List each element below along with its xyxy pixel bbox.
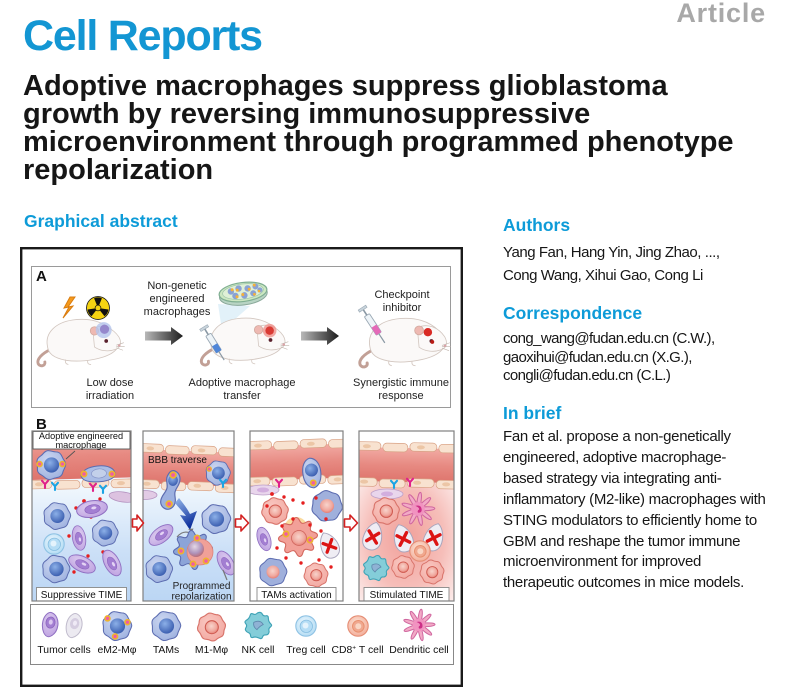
svg-text:Non-genetic: Non-genetic: [147, 280, 207, 292]
svg-text:BBB traverse: BBB traverse: [148, 455, 207, 466]
svg-text:Checkpoint: Checkpoint: [374, 289, 429, 301]
svg-text:eM2-Mφ: eM2-Mφ: [97, 645, 136, 656]
svg-text:Treg cell: Treg cell: [286, 645, 325, 656]
svg-text:Adoptive macrophage: Adoptive macrophage: [188, 377, 295, 389]
svg-text:Low dose: Low dose: [86, 377, 133, 389]
svg-text:Suppressive TIME: Suppressive TIME: [41, 590, 123, 601]
svg-text:response: response: [378, 390, 423, 402]
svg-text:inhibitor: inhibitor: [383, 302, 422, 314]
svg-text:Programmed: Programmed: [173, 581, 231, 592]
svg-text:irradiation: irradiation: [86, 390, 134, 402]
svg-text:engineered: engineered: [149, 293, 204, 305]
svg-text:A: A: [36, 268, 47, 285]
svg-text:NK cell: NK cell: [242, 645, 275, 656]
svg-text:CD8+ T cell: CD8+ T cell: [331, 645, 383, 657]
svg-text:Adoptive engineered: Adoptive engineered: [39, 431, 123, 441]
svg-text:Tumor cells: Tumor cells: [37, 645, 90, 656]
svg-text:Stimulated TIME: Stimulated TIME: [370, 590, 444, 601]
svg-text:repolarization: repolarization: [171, 592, 231, 603]
svg-text:macrophages: macrophages: [144, 306, 211, 318]
svg-text:transfer: transfer: [223, 390, 261, 402]
svg-text:M1-Mφ: M1-Mφ: [195, 645, 229, 656]
svg-text:B: B: [36, 416, 47, 433]
svg-text:TAMs activation: TAMs activation: [261, 590, 331, 601]
svg-text:TAMs: TAMs: [153, 645, 179, 656]
svg-text:Synergistic immune: Synergistic immune: [353, 377, 449, 389]
svg-text:Dendritic cell: Dendritic cell: [389, 645, 448, 656]
svg-text:macrophage: macrophage: [55, 440, 106, 450]
